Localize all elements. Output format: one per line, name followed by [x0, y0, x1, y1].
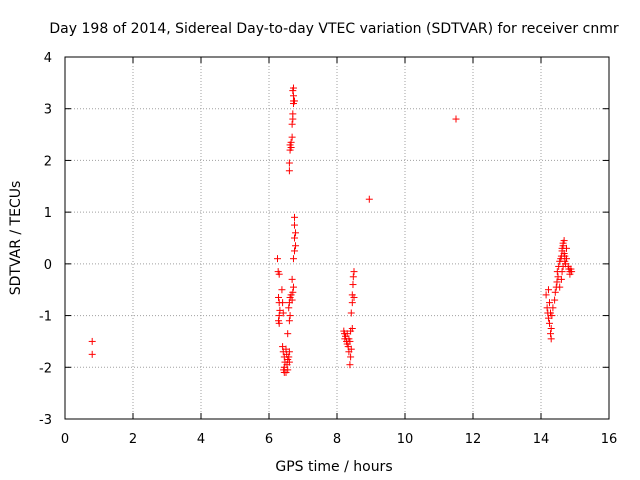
data-point: [365, 195, 373, 203]
data-points: [88, 84, 576, 376]
x-tick-label: 4: [197, 432, 205, 447]
data-point: [291, 247, 298, 255]
y-tick-label: 0: [44, 258, 52, 273]
x-tick-label: 12: [465, 432, 482, 447]
data-point: [346, 337, 354, 345]
data-point: [347, 345, 355, 353]
data-point: [349, 281, 357, 289]
data-point: [551, 288, 559, 296]
data-point: [347, 309, 355, 317]
data-point: [563, 255, 570, 263]
data-point: [275, 270, 283, 278]
data-point: [547, 325, 555, 332]
data-point: [285, 358, 293, 366]
data-point: [546, 299, 553, 307]
data-point: [288, 133, 296, 141]
y-axis-label: SDTVAR / TECUs: [8, 181, 24, 296]
grid-lines: [65, 57, 609, 419]
data-point: [553, 278, 561, 286]
data-point: [348, 325, 356, 332]
data-point: [279, 299, 287, 307]
y-tick-label: 3: [44, 103, 52, 118]
data-point: [284, 330, 292, 338]
y-tick-label: -2: [39, 361, 52, 376]
data-point: [289, 288, 297, 296]
data-point: [289, 255, 297, 263]
x-tick-label: 10: [397, 432, 414, 447]
data-point: [452, 115, 460, 123]
data-point: [291, 221, 298, 229]
y-tick-label: 4: [44, 51, 52, 66]
data-point: [350, 268, 358, 276]
data-point: [556, 283, 564, 291]
chart-title: Day 198 of 2014, Sidereal Day-to-day VTE…: [49, 21, 618, 37]
x-tick-label: 14: [533, 432, 550, 447]
y-tick-label: 2: [44, 154, 52, 169]
data-point: [558, 268, 566, 276]
data-point: [551, 296, 559, 304]
data-point: [275, 293, 283, 301]
data-point: [548, 312, 556, 320]
x-tick-label: 8: [333, 432, 341, 447]
data-point: [566, 270, 574, 278]
x-tick-label: 2: [129, 432, 137, 447]
data-point: [547, 335, 555, 343]
data-point: [279, 309, 287, 317]
data-point: [288, 120, 296, 128]
data-point: [291, 97, 298, 105]
data-point: [348, 299, 356, 307]
data-point: [291, 234, 298, 242]
data-point: [292, 229, 300, 237]
y-tick-label: -1: [39, 310, 52, 325]
data-point: [291, 213, 298, 221]
data-point: [275, 312, 283, 320]
data-point: [282, 368, 290, 376]
data-point: [274, 255, 281, 263]
data-point: [346, 361, 354, 369]
data-point: [563, 244, 570, 252]
data-point: [547, 330, 555, 338]
data-point: [544, 286, 552, 294]
data-point: [288, 296, 296, 304]
data-point: [349, 273, 357, 281]
data-point: [285, 353, 293, 361]
data-point: [289, 84, 297, 92]
data-point: [278, 286, 286, 294]
data-point: [285, 167, 293, 175]
data-point: [289, 283, 297, 291]
data-point: [275, 319, 283, 327]
data-point: [88, 337, 96, 345]
data-point: [559, 239, 567, 247]
x-axis-label: GPS time / hours: [275, 459, 392, 475]
data-point: [546, 319, 553, 327]
data-point: [289, 92, 297, 100]
data-point: [285, 304, 293, 312]
data-point: [287, 144, 295, 151]
data-point: [286, 312, 294, 320]
data-point: [289, 110, 297, 118]
data-point: [350, 293, 358, 301]
data-point: [285, 159, 293, 167]
data-point: [285, 348, 293, 356]
data-point: [88, 350, 96, 358]
data-point: [292, 242, 300, 250]
data-point: [347, 353, 355, 361]
x-tick-label: 0: [61, 432, 69, 447]
data-point: [557, 275, 565, 283]
x-tick-label: 6: [265, 432, 273, 447]
data-point: [549, 304, 557, 312]
y-tick-label: -3: [39, 413, 52, 428]
data-point: [288, 275, 296, 283]
data-point: [542, 291, 550, 299]
x-tick-label: 16: [601, 432, 618, 447]
y-tick-label: 1: [44, 206, 52, 221]
data-point: [285, 317, 293, 325]
